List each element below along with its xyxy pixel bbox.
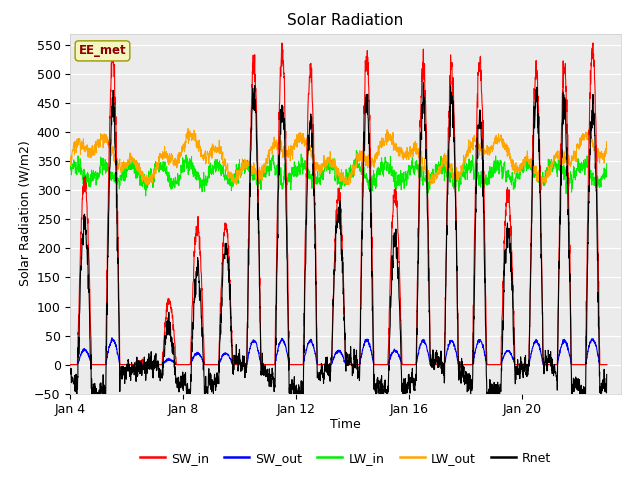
Text: EE_met: EE_met: [79, 44, 126, 58]
X-axis label: Time: Time: [330, 418, 361, 431]
Legend: SW_in, SW_out, LW_in, LW_out, Rnet: SW_in, SW_out, LW_in, LW_out, Rnet: [135, 447, 556, 469]
Title: Solar Radiation: Solar Radiation: [287, 13, 404, 28]
Y-axis label: Solar Radiation (W/m2): Solar Radiation (W/m2): [19, 141, 31, 287]
